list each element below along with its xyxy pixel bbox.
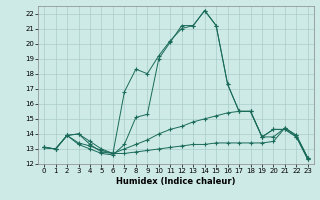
X-axis label: Humidex (Indice chaleur): Humidex (Indice chaleur) xyxy=(116,177,236,186)
